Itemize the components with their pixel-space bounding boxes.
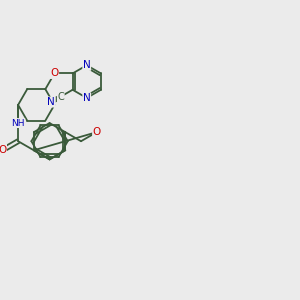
Text: C: C	[57, 92, 64, 102]
Text: N: N	[47, 97, 55, 107]
Text: O: O	[50, 68, 59, 78]
Text: N: N	[83, 93, 91, 103]
Text: O: O	[0, 145, 7, 155]
Text: O: O	[93, 127, 101, 137]
Text: N: N	[83, 60, 91, 70]
Text: NH: NH	[11, 118, 25, 127]
